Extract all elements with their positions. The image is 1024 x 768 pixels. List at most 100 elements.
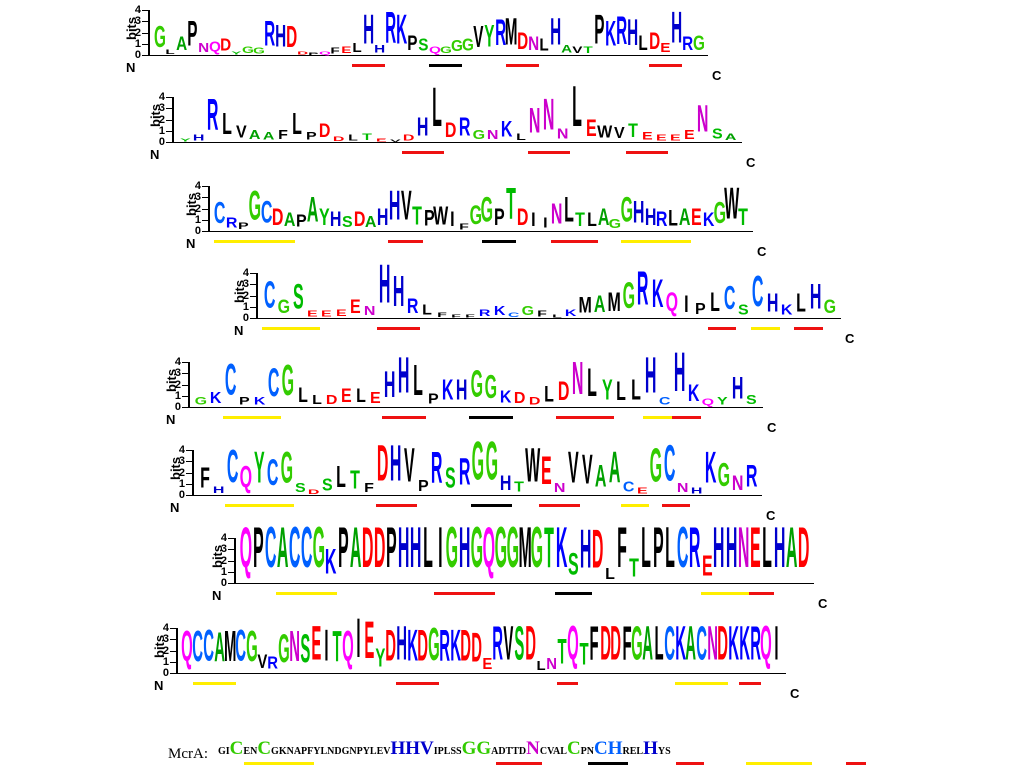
residue-letter: H [766, 290, 779, 319]
residue-letter: G [427, 623, 440, 674]
motif-mark-yellow [262, 327, 320, 330]
y-tick [166, 108, 174, 109]
y-tick [250, 284, 258, 285]
residue-letter: E [636, 487, 648, 496]
residue-letter: I [683, 292, 689, 319]
residue-letter: L [352, 41, 363, 56]
residue-letter: E [669, 134, 681, 143]
residue-letter: L [668, 207, 679, 232]
logo-position: A [786, 524, 798, 584]
c-terminus-label: C [766, 508, 776, 523]
logo-position: D [525, 624, 536, 674]
residue-letter: D [373, 520, 386, 584]
logo-position: A [307, 195, 319, 232]
residue-letter: D [376, 439, 389, 496]
logo-position: V [503, 624, 514, 674]
logo-position: H [765, 292, 779, 319]
residue-letter: H [731, 372, 744, 408]
residue-letter: D [272, 205, 284, 232]
y-tick-label: 2 [174, 379, 181, 391]
y-tick [142, 10, 150, 11]
residue-letter: D [516, 205, 528, 232]
logo-position: C [262, 279, 276, 319]
residue-letter: A [642, 621, 654, 674]
residue-letter: N [289, 626, 300, 674]
motif-mark-black [471, 504, 513, 507]
residue-letter: G [713, 198, 727, 232]
logo-position: T [557, 637, 568, 674]
residue-letter: H [376, 205, 389, 232]
logo-position: Q [209, 41, 221, 56]
residue-letter: L [413, 360, 424, 408]
residue-letter: G [470, 520, 483, 584]
residue-letter: V [568, 446, 579, 496]
motif-mark-red [626, 151, 668, 154]
residue-letter: L [563, 193, 574, 232]
residue-letter: P [237, 221, 249, 232]
logo-position: R [495, 17, 506, 56]
residue-letter: L [616, 378, 627, 408]
residue-letter: G [717, 459, 731, 496]
motif-mark-red [739, 682, 761, 685]
logo-position: N [198, 43, 209, 56]
residue-letter: V [235, 123, 247, 143]
logo-position: K [555, 524, 568, 584]
residue-letter: D [361, 520, 374, 584]
logo-position: L [352, 41, 363, 56]
residue-letter: Y [319, 205, 330, 232]
logo-position: K [702, 212, 714, 232]
y-tick-label: 0 [158, 136, 165, 148]
residue-letter: S [514, 621, 525, 674]
logo-position: H [725, 524, 737, 584]
logo-position: H [382, 369, 396, 408]
logo-position: S [300, 632, 311, 674]
logo-position: E [374, 133, 388, 143]
logo-position: L [604, 567, 616, 584]
mcra-segment: ADTTD [491, 746, 527, 757]
logo-position: C [214, 200, 226, 232]
motif-mark-red [707, 327, 737, 330]
mcra-segment: C [566, 738, 581, 759]
residue-letter: K [702, 210, 715, 232]
logo-position: L [550, 309, 564, 319]
residue-letter: D [516, 29, 529, 56]
c-terminus-label: C [712, 68, 722, 83]
logo-position: D [517, 31, 528, 56]
y-tick [250, 296, 258, 297]
mcra-highlight-red [496, 762, 542, 765]
residue-letter: H [388, 186, 401, 232]
y-tick [166, 142, 174, 143]
residue-letter: H [458, 520, 471, 584]
residue-letter: M [518, 520, 532, 584]
logo-position: I [540, 217, 552, 232]
residue-letter: P [594, 10, 605, 56]
residue-letter: L [551, 313, 562, 319]
residue-letter: H [417, 114, 429, 143]
logo-position: T [737, 207, 749, 232]
logo-position: C [696, 624, 707, 674]
n-terminus-label: N [234, 323, 244, 338]
residue-letter: D [460, 624, 472, 674]
residue-letter: G [471, 436, 485, 496]
logo-position: E [320, 309, 334, 319]
motif-mark-yellow [700, 592, 762, 595]
mcra-segment: HHV [390, 738, 434, 759]
residue-letter: P [308, 52, 319, 56]
residue-letter: W [433, 203, 449, 232]
residue-letter: P [337, 520, 349, 584]
y-tick [182, 385, 190, 386]
logo-position: H [774, 524, 786, 584]
motif-mark-yellow [276, 592, 337, 595]
y-tick-label: 4 [220, 532, 227, 544]
logo-position: D [318, 123, 332, 143]
logo-position: A [248, 130, 262, 143]
residue-letter: L [222, 109, 232, 143]
motif-mark-yellow [214, 240, 296, 243]
residue-letter: A [283, 210, 296, 232]
residue-letter: G [469, 202, 482, 232]
logo-position: G [440, 46, 452, 56]
residue-letter: P [239, 395, 251, 408]
residue-letter: H [274, 20, 287, 57]
residue-letter: T [575, 210, 586, 232]
motif-mark-red [793, 327, 823, 330]
